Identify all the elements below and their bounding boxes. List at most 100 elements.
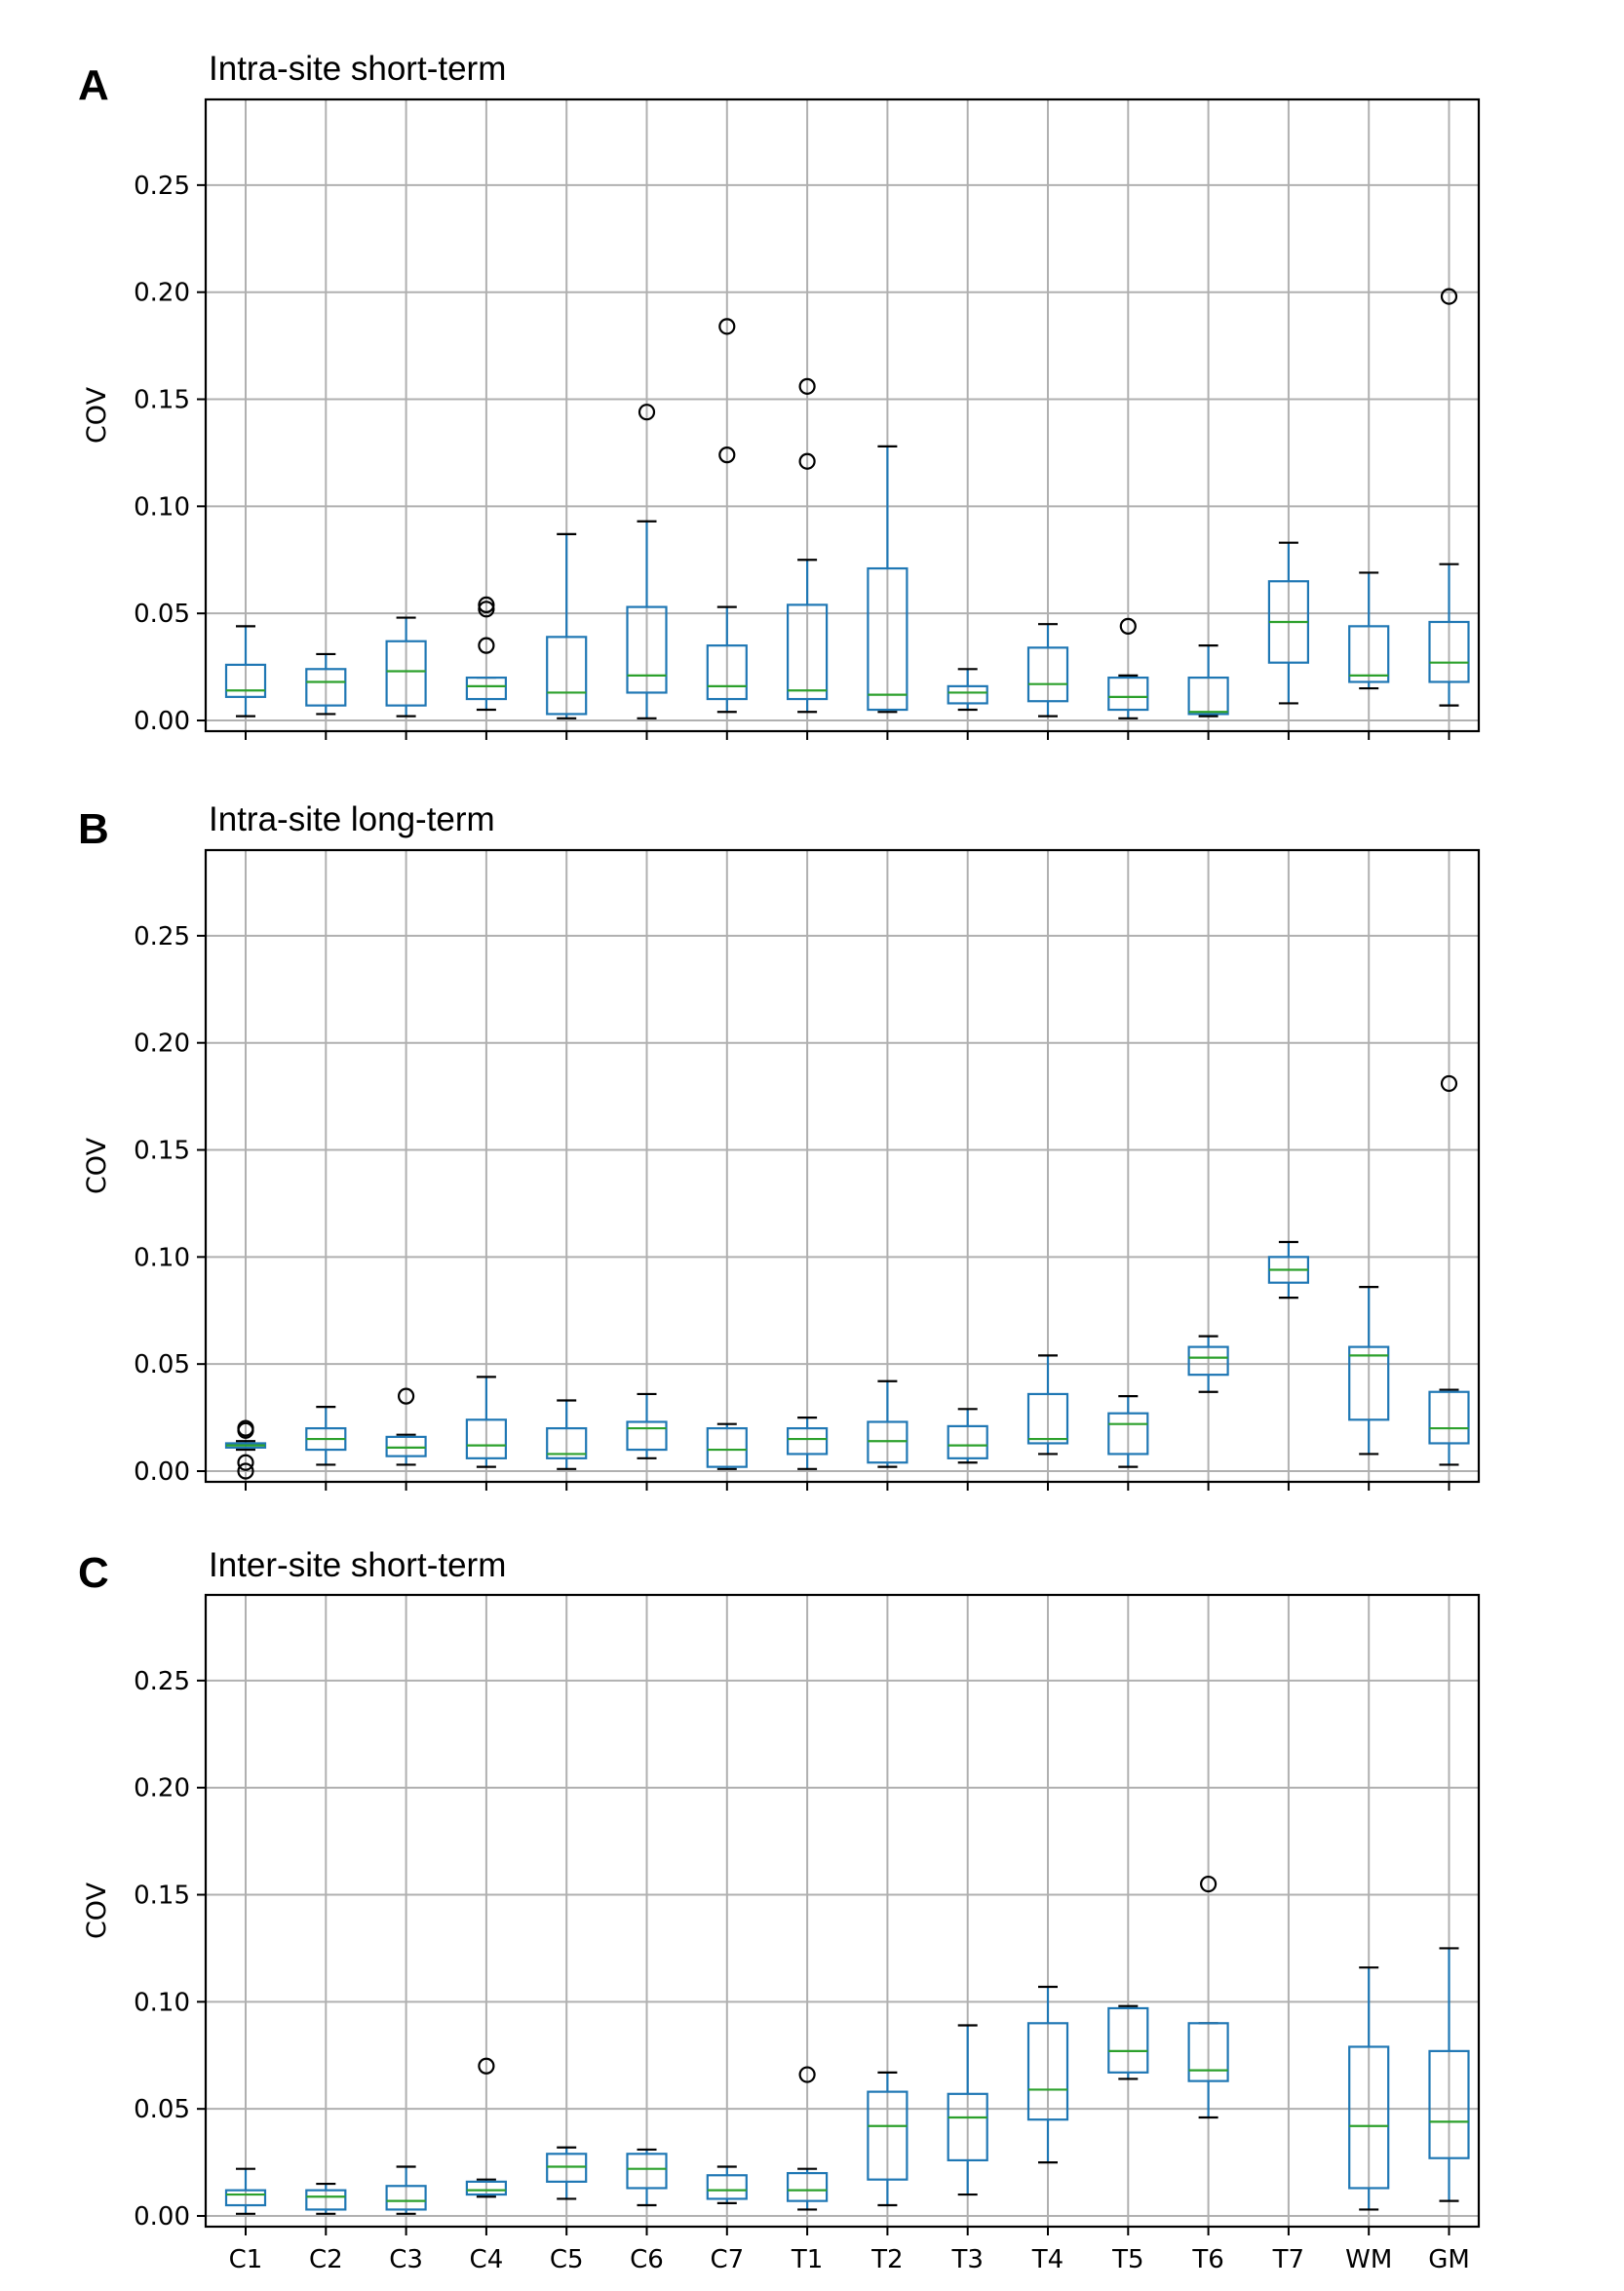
- box-C5: [546, 2146, 588, 2200]
- iqr-box: [1107, 1412, 1149, 1456]
- box-T6: [1187, 1335, 1229, 1393]
- iqr-box: [786, 1426, 829, 1456]
- outlier-point: [237, 1462, 254, 1480]
- iqr-box: [867, 566, 909, 712]
- iqr-box: [1428, 1390, 1470, 1445]
- x-tick-label: GM: [1428, 2245, 1470, 2274]
- x-tick-label: C1: [229, 2245, 263, 2274]
- outlier-point: [478, 596, 495, 614]
- outlier-point: [1119, 617, 1137, 635]
- outlier-point: [478, 637, 495, 654]
- box-T6: [1187, 644, 1229, 718]
- x-tick-label: WM: [1345, 2245, 1392, 2274]
- iqr-box: [626, 1420, 668, 1452]
- box-WM: [1348, 571, 1390, 690]
- box-T2: [867, 445, 909, 714]
- iqr-box: [786, 603, 829, 701]
- y-tick-label: 0.05: [134, 2095, 190, 2124]
- box-C6: [626, 1392, 668, 1459]
- box-C3: [385, 1387, 427, 1466]
- iqr-box: [1428, 2049, 1470, 2159]
- box-C4: [465, 2057, 507, 2198]
- y-axis-label: COV: [82, 1882, 112, 1939]
- y-tick-label: 0.10: [134, 1243, 190, 1272]
- outlier-point: [478, 601, 495, 618]
- box-C4: [465, 596, 507, 712]
- box-T5: [1107, 1395, 1149, 1468]
- iqr-box: [224, 663, 267, 698]
- chart-title: Intra-site long-term: [209, 800, 495, 838]
- iqr-box: [1348, 625, 1390, 683]
- iqr-box: [385, 2185, 427, 2211]
- iqr-box: [1187, 2022, 1229, 2082]
- outlier-point: [718, 447, 736, 464]
- box-C5: [546, 1399, 588, 1470]
- x-tick-label: T7: [1272, 2245, 1304, 2274]
- y-tick-label: 0.00: [134, 707, 190, 736]
- outlier-point: [798, 2066, 816, 2083]
- box-T1: [786, 1417, 829, 1470]
- box-T6: [1187, 1875, 1229, 2119]
- x-tick-label: T4: [1031, 2245, 1063, 2274]
- y-axis-label: COV: [82, 386, 112, 444]
- x-tick-label: C2: [309, 2245, 343, 2274]
- iqr-box: [1026, 646, 1069, 703]
- box-T4: [1026, 1985, 1069, 2164]
- iqr-box: [465, 676, 507, 701]
- box-C7: [706, 318, 748, 714]
- outlier-point: [398, 1387, 415, 1405]
- x-tick-label: T2: [870, 2245, 903, 2274]
- iqr-box: [1026, 2022, 1069, 2121]
- iqr-box: [786, 2171, 829, 2202]
- outlier-point: [798, 452, 816, 470]
- y-tick-label: 0.05: [134, 1350, 190, 1379]
- x-tick-label: C5: [550, 2245, 584, 2274]
- x-tick-label: T3: [950, 2245, 983, 2274]
- x-tick-label: C6: [630, 2245, 664, 2274]
- box-WM: [1348, 1286, 1390, 1456]
- iqr-box: [1348, 1345, 1390, 1421]
- panel-A: A Intra-site short-term 0.00 0.05 0.10 0.15 0.…: [78, 50, 1481, 740]
- iqr-box: [546, 1426, 588, 1459]
- outlier-point: [237, 1454, 254, 1471]
- box-T2: [867, 1379, 909, 1468]
- box-C6: [626, 2148, 668, 2207]
- iqr-box: [947, 684, 988, 705]
- y-tick-label: 0.05: [134, 600, 190, 629]
- x-tick-label: C3: [389, 2245, 423, 2274]
- y-tick-label: 0.00: [134, 2202, 190, 2232]
- iqr-box: [465, 1418, 507, 1459]
- y-tick-label: 0.20: [134, 279, 190, 308]
- y-tick-label: 0.15: [134, 386, 190, 415]
- y-tick-label: 0.10: [134, 492, 190, 522]
- box-T4: [1026, 623, 1069, 718]
- panel-letter: C: [78, 1549, 109, 1597]
- iqr-box: [706, 1426, 748, 1468]
- iqr-box: [626, 605, 668, 694]
- y-tick-label: 0.00: [134, 1457, 190, 1487]
- iqr-box: [1348, 2045, 1390, 2190]
- x-tick-label: C7: [710, 2245, 744, 2274]
- iqr-box: [1107, 676, 1149, 712]
- chart-title: Inter-site short-term: [209, 1546, 506, 1584]
- iqr-box: [305, 668, 347, 707]
- box-T3: [947, 2024, 988, 2196]
- y-tick-label: 0.25: [134, 172, 190, 201]
- outlier-point: [718, 318, 736, 335]
- x-tick-label: T6: [1191, 2245, 1223, 2274]
- y-tick-label: 0.15: [134, 1882, 190, 1911]
- box-C3: [385, 616, 427, 718]
- panel-B: B Intra-site long-term 0.00 0.05 0.10 0.15 0.2…: [78, 800, 1481, 1491]
- plot-frame: [204, 1593, 1481, 2229]
- iqr-box: [947, 2092, 988, 2162]
- y-tick-label: 0.15: [134, 1137, 190, 1166]
- iqr-box: [706, 644, 748, 701]
- box-C3: [385, 2165, 427, 2215]
- box-C2: [305, 652, 347, 716]
- iqr-box: [224, 2189, 267, 2207]
- y-tick-label: 0.20: [134, 1029, 190, 1059]
- outlier-point: [1440, 1074, 1458, 1093]
- chart-title: Intra-site short-term: [209, 50, 506, 88]
- iqr-box: [1187, 676, 1229, 716]
- iqr-box: [706, 2174, 748, 2200]
